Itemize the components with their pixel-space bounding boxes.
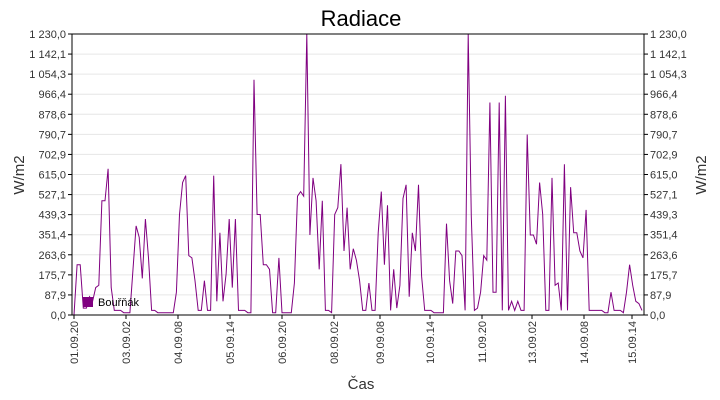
- legend: Bouřňák: [83, 297, 139, 309]
- y-tick-label-left: 966,4: [38, 89, 66, 101]
- chart-title: Radiace: [321, 6, 402, 31]
- grid-lines: [72, 53, 644, 296]
- y-tick-label-right: 966,4: [650, 89, 678, 101]
- x-tick-label: 06.09.20: [277, 321, 289, 364]
- series-group: [73, 33, 643, 316]
- y-tick-label-right: 351,4: [650, 230, 678, 242]
- y-tick-label-right: 439,3: [650, 210, 678, 222]
- legend-label: Bouřňák: [98, 297, 139, 309]
- y-tick-label-left: 263,6: [38, 250, 66, 262]
- y-tick-label-left: 1 142,1: [29, 49, 66, 61]
- y-tick-label-left: 1 054,3: [29, 69, 66, 81]
- y-tick-label-right: 702,9: [650, 149, 678, 161]
- x-tick-label: 05.09.14: [225, 321, 237, 364]
- y-axis-label-left: W/m2: [11, 155, 28, 194]
- y-tick-label-left: 0,0: [51, 310, 66, 322]
- y-tick-label-right: 0,0: [650, 310, 665, 322]
- x-tick-label: 13.09.02: [527, 321, 539, 364]
- x-tick-label: 08.09.02: [329, 321, 341, 364]
- x-tick-label: 09.09.08: [375, 321, 387, 364]
- y-tick-label-left: 615,0: [38, 170, 66, 182]
- y-tick-label-right: 527,1: [650, 190, 678, 202]
- x-axis: 01.09.20 03.09.02 04.09.08 05.09.14 06.09.20…: [69, 315, 639, 364]
- y-tick-label-left: 175,7: [38, 270, 66, 282]
- y-tick-label-right: 1 230,0: [650, 29, 687, 41]
- y-tick-label-right: 790,7: [650, 129, 678, 141]
- x-tick-label: 03.09.02: [121, 321, 133, 364]
- y-tick-label-left: 1 230,0: [29, 29, 66, 41]
- y-tick-label-left: 878,6: [38, 109, 66, 121]
- y-tick-label-left: 527,1: [38, 190, 66, 202]
- y-tick-label-right: 615,0: [650, 170, 678, 182]
- y-tick-label-right: 1 142,1: [650, 49, 687, 61]
- series-line: [73, 33, 643, 316]
- y-tick-label-left: 351,4: [38, 230, 66, 242]
- y-tick-label-right: 87,9: [650, 290, 671, 302]
- x-tick-label: 15.09.14: [627, 321, 639, 364]
- y-axis-label-right: W/m2: [693, 155, 710, 194]
- y-tick-label-right: 1 054,3: [650, 69, 687, 81]
- x-axis-label: Čas: [348, 376, 375, 393]
- y-tick-label-right: 878,6: [650, 109, 678, 121]
- right-y-axis: 0,0 87,9 175,7 263,6 351,4 439,3 527,1 615,0 702…: [644, 29, 687, 322]
- y-tick-label-left: 439,3: [38, 210, 66, 222]
- x-tick-label: 10.09.14: [425, 321, 437, 364]
- x-tick-label: 04.09.08: [173, 321, 185, 364]
- y-tick-label-right: 263,6: [650, 250, 678, 262]
- y-tick-label-left: 87,9: [45, 290, 66, 302]
- y-tick-label-left: 702,9: [38, 149, 66, 161]
- legend-swatch: [83, 297, 93, 307]
- x-tick-label: 11.09.20: [477, 321, 489, 363]
- x-tick-label: 01.09.20: [69, 321, 81, 364]
- left-y-axis: 0,0 87,9 175,7 263,6 351,4 439,3 527,1 615,0 702…: [29, 29, 72, 322]
- y-tick-label-right: 175,7: [650, 270, 678, 282]
- x-tick-label: 14.09.08: [579, 321, 591, 364]
- y-tick-label-left: 790,7: [38, 129, 66, 141]
